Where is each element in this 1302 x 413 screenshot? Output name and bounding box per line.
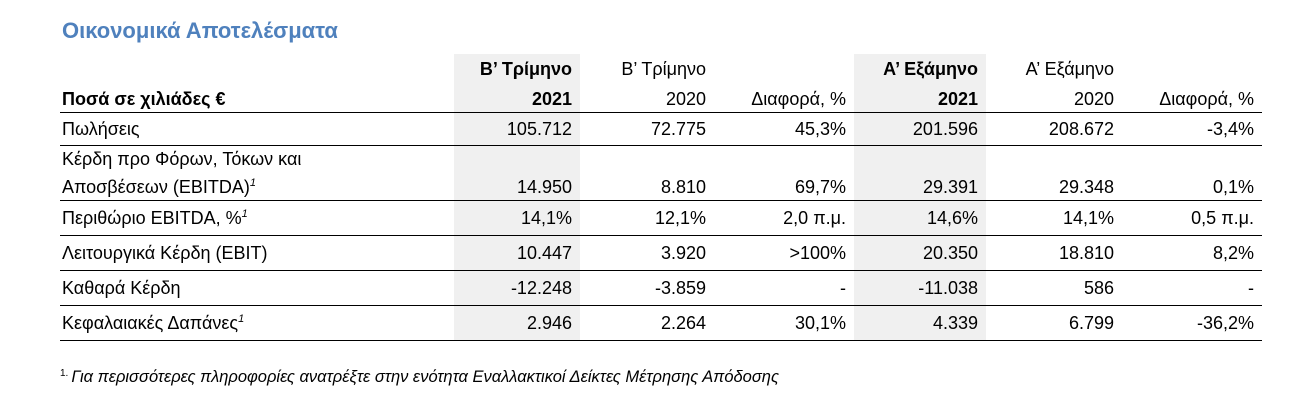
header-row-2: Ποσά σε χιλιάδες € 2021 2020 Διαφορά, % … [60,82,1262,113]
table-cell: 20.350 [854,235,986,271]
table-cell: 14.950 [454,172,580,201]
col-header-q2-2021-line1: Β’ Τρίμηνο [454,54,580,82]
table-cell: -11.038 [854,270,986,306]
table-cell: 30,1% [714,305,854,341]
table-cell: 208.672 [986,112,1122,146]
table-cell: >100% [714,235,854,271]
table-cell: 105.712 [454,112,580,146]
row-label: Πωλήσεις [60,112,454,146]
table-cell: 10.447 [454,235,580,271]
table-cell: 14,6% [854,200,986,236]
col-header-q2-2021-year: 2021 [454,82,580,113]
table-cell: - [1122,270,1262,306]
footnote: 1. Για περισσότερες πληροφορίες ανατρέξτε… [60,368,779,387]
table-cell: 8,2% [1122,235,1262,271]
financial-results-table: Β’ Τρίμηνο Β’ Τρίμηνο Α’ Εξάμηνο Α’ Εξάμ… [60,54,1262,341]
table-cell: 3.920 [580,235,714,271]
col-header-q2-2020-line1: Β’ Τρίμηνο [621,59,706,79]
row-label: Αποσβέσεων (EBITDA) [62,177,250,197]
table-cell: -3.859 [580,270,714,306]
table-cell: 8.810 [580,172,714,201]
col-header-h1-2021-line1: Α’ Εξάμηνο [854,54,986,82]
col-header-q2-2020-year: 2020 [580,82,714,113]
row-label: Λειτουργικά Κέρδη (EBIT) [60,235,454,271]
col-header-h1-2020-year: 2020 [986,82,1122,113]
table-row-net-profit: Καθαρά Κέρδη -12.248 -3.859 - -11.038 58… [60,270,1262,306]
footnote-text: Για περισσότερες πληροφορίες ανατρέξτε σ… [71,368,779,386]
table-row-ebit: Λειτουργικά Κέρδη (EBIT) 10.447 3.920 >1… [60,235,1262,271]
table-cell: -36,2% [1122,305,1262,341]
col-header-h-diff: Διαφορά, % [1122,82,1262,113]
table-cell: 4.339 [854,305,986,341]
footnote-number: 1. [60,367,69,379]
header-row-1: Β’ Τρίμηνο Β’ Τρίμηνο Α’ Εξάμηνο Α’ Εξάμ… [60,54,1262,82]
table-cell: 72.775 [580,112,714,146]
table-cell: 0,1% [1122,172,1262,201]
table-cell: 2.946 [454,305,580,341]
col-header-q-diff: Διαφορά, % [714,82,854,113]
footnote-marker: 1 [238,313,245,325]
table-cell: -12.248 [454,270,580,306]
table-cell: 14,1% [986,200,1122,236]
table-cell: 18.810 [986,235,1122,271]
table-cell: 0,5 π.μ. [1122,200,1262,236]
table-cell: 6.799 [986,305,1122,341]
table-cell: - [714,270,854,306]
col-header-h-diff-line1 [1122,54,1262,82]
table-row-ebitda: Αποσβέσεων (EBITDA)1 14.950 8.810 69,7% … [60,172,1262,201]
footnote-marker: 1 [249,177,256,189]
row-label: Περιθώριο EBITDA, % [62,208,242,228]
col-header-q-diff-line1 [714,54,854,82]
table-row-ebitda-line1: Κέρδη προ Φόρων, Τόκων και [60,145,1262,172]
unit-label: Ποσά σε χιλιάδες € [60,82,454,113]
table-cell: 586 [986,270,1122,306]
table-row-sales: Πωλήσεις 105.712 72.775 45,3% 201.596 20… [60,112,1262,146]
table-cell: 29.348 [986,172,1122,201]
col-header-h1-2021-year: 2021 [854,82,986,113]
table-row-capex: Κεφαλαιακές Δαπάνες1 2.946 2.264 30,1% 4… [60,305,1262,341]
row-label: Κεφαλαιακές Δαπάνες [62,313,239,333]
table-row-ebitda-margin: Περιθώριο EBITDA, %1 14,1% 12,1% 2,0 π.μ… [60,200,1262,236]
table-cell: 14,1% [454,200,580,236]
table-cell: 45,3% [714,112,854,146]
footnote-marker: 1 [241,208,248,220]
table-cell: -3,4% [1122,112,1262,146]
section-title: Οικονομικά Αποτελέσματα [62,18,338,43]
table-cell: 69,7% [714,172,854,201]
row-label: Κέρδη προ Φόρων, Τόκων και [62,149,302,169]
table-cell: 12,1% [580,200,714,236]
table-cell: 201.596 [854,112,986,146]
table-cell: 2.264 [580,305,714,341]
table-cell: 2,0 π.μ. [714,200,854,236]
table-cell: 29.391 [854,172,986,201]
col-header-h1-2020-line1: Α’ Εξάμηνο [1025,59,1114,79]
row-label: Καθαρά Κέρδη [60,270,454,306]
